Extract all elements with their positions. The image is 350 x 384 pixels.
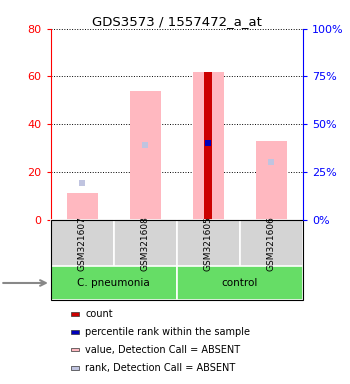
Bar xyxy=(114,220,177,268)
Bar xyxy=(71,348,79,351)
Bar xyxy=(204,72,212,220)
Text: count: count xyxy=(85,309,113,319)
Bar xyxy=(130,91,161,220)
Bar xyxy=(51,266,177,300)
Text: control: control xyxy=(222,278,258,288)
Bar xyxy=(71,330,79,334)
Text: GSM321605: GSM321605 xyxy=(204,216,213,271)
Text: rank, Detection Call = ABSENT: rank, Detection Call = ABSENT xyxy=(85,363,236,373)
Text: value, Detection Call = ABSENT: value, Detection Call = ABSENT xyxy=(85,345,240,355)
Bar xyxy=(240,220,303,268)
Text: percentile rank within the sample: percentile rank within the sample xyxy=(85,327,250,337)
Text: GSM321608: GSM321608 xyxy=(141,216,150,271)
Bar xyxy=(71,313,79,316)
Bar xyxy=(256,141,287,220)
Text: C. pneumonia: C. pneumonia xyxy=(77,278,150,288)
Bar xyxy=(193,72,224,220)
Text: GSM321606: GSM321606 xyxy=(267,216,276,271)
Bar xyxy=(51,220,114,268)
Bar xyxy=(177,266,303,300)
Bar xyxy=(71,366,79,370)
Text: GSM321607: GSM321607 xyxy=(78,216,87,271)
Bar xyxy=(177,220,240,268)
Bar xyxy=(66,193,98,220)
Title: GDS3573 / 1557472_a_at: GDS3573 / 1557472_a_at xyxy=(92,15,262,28)
